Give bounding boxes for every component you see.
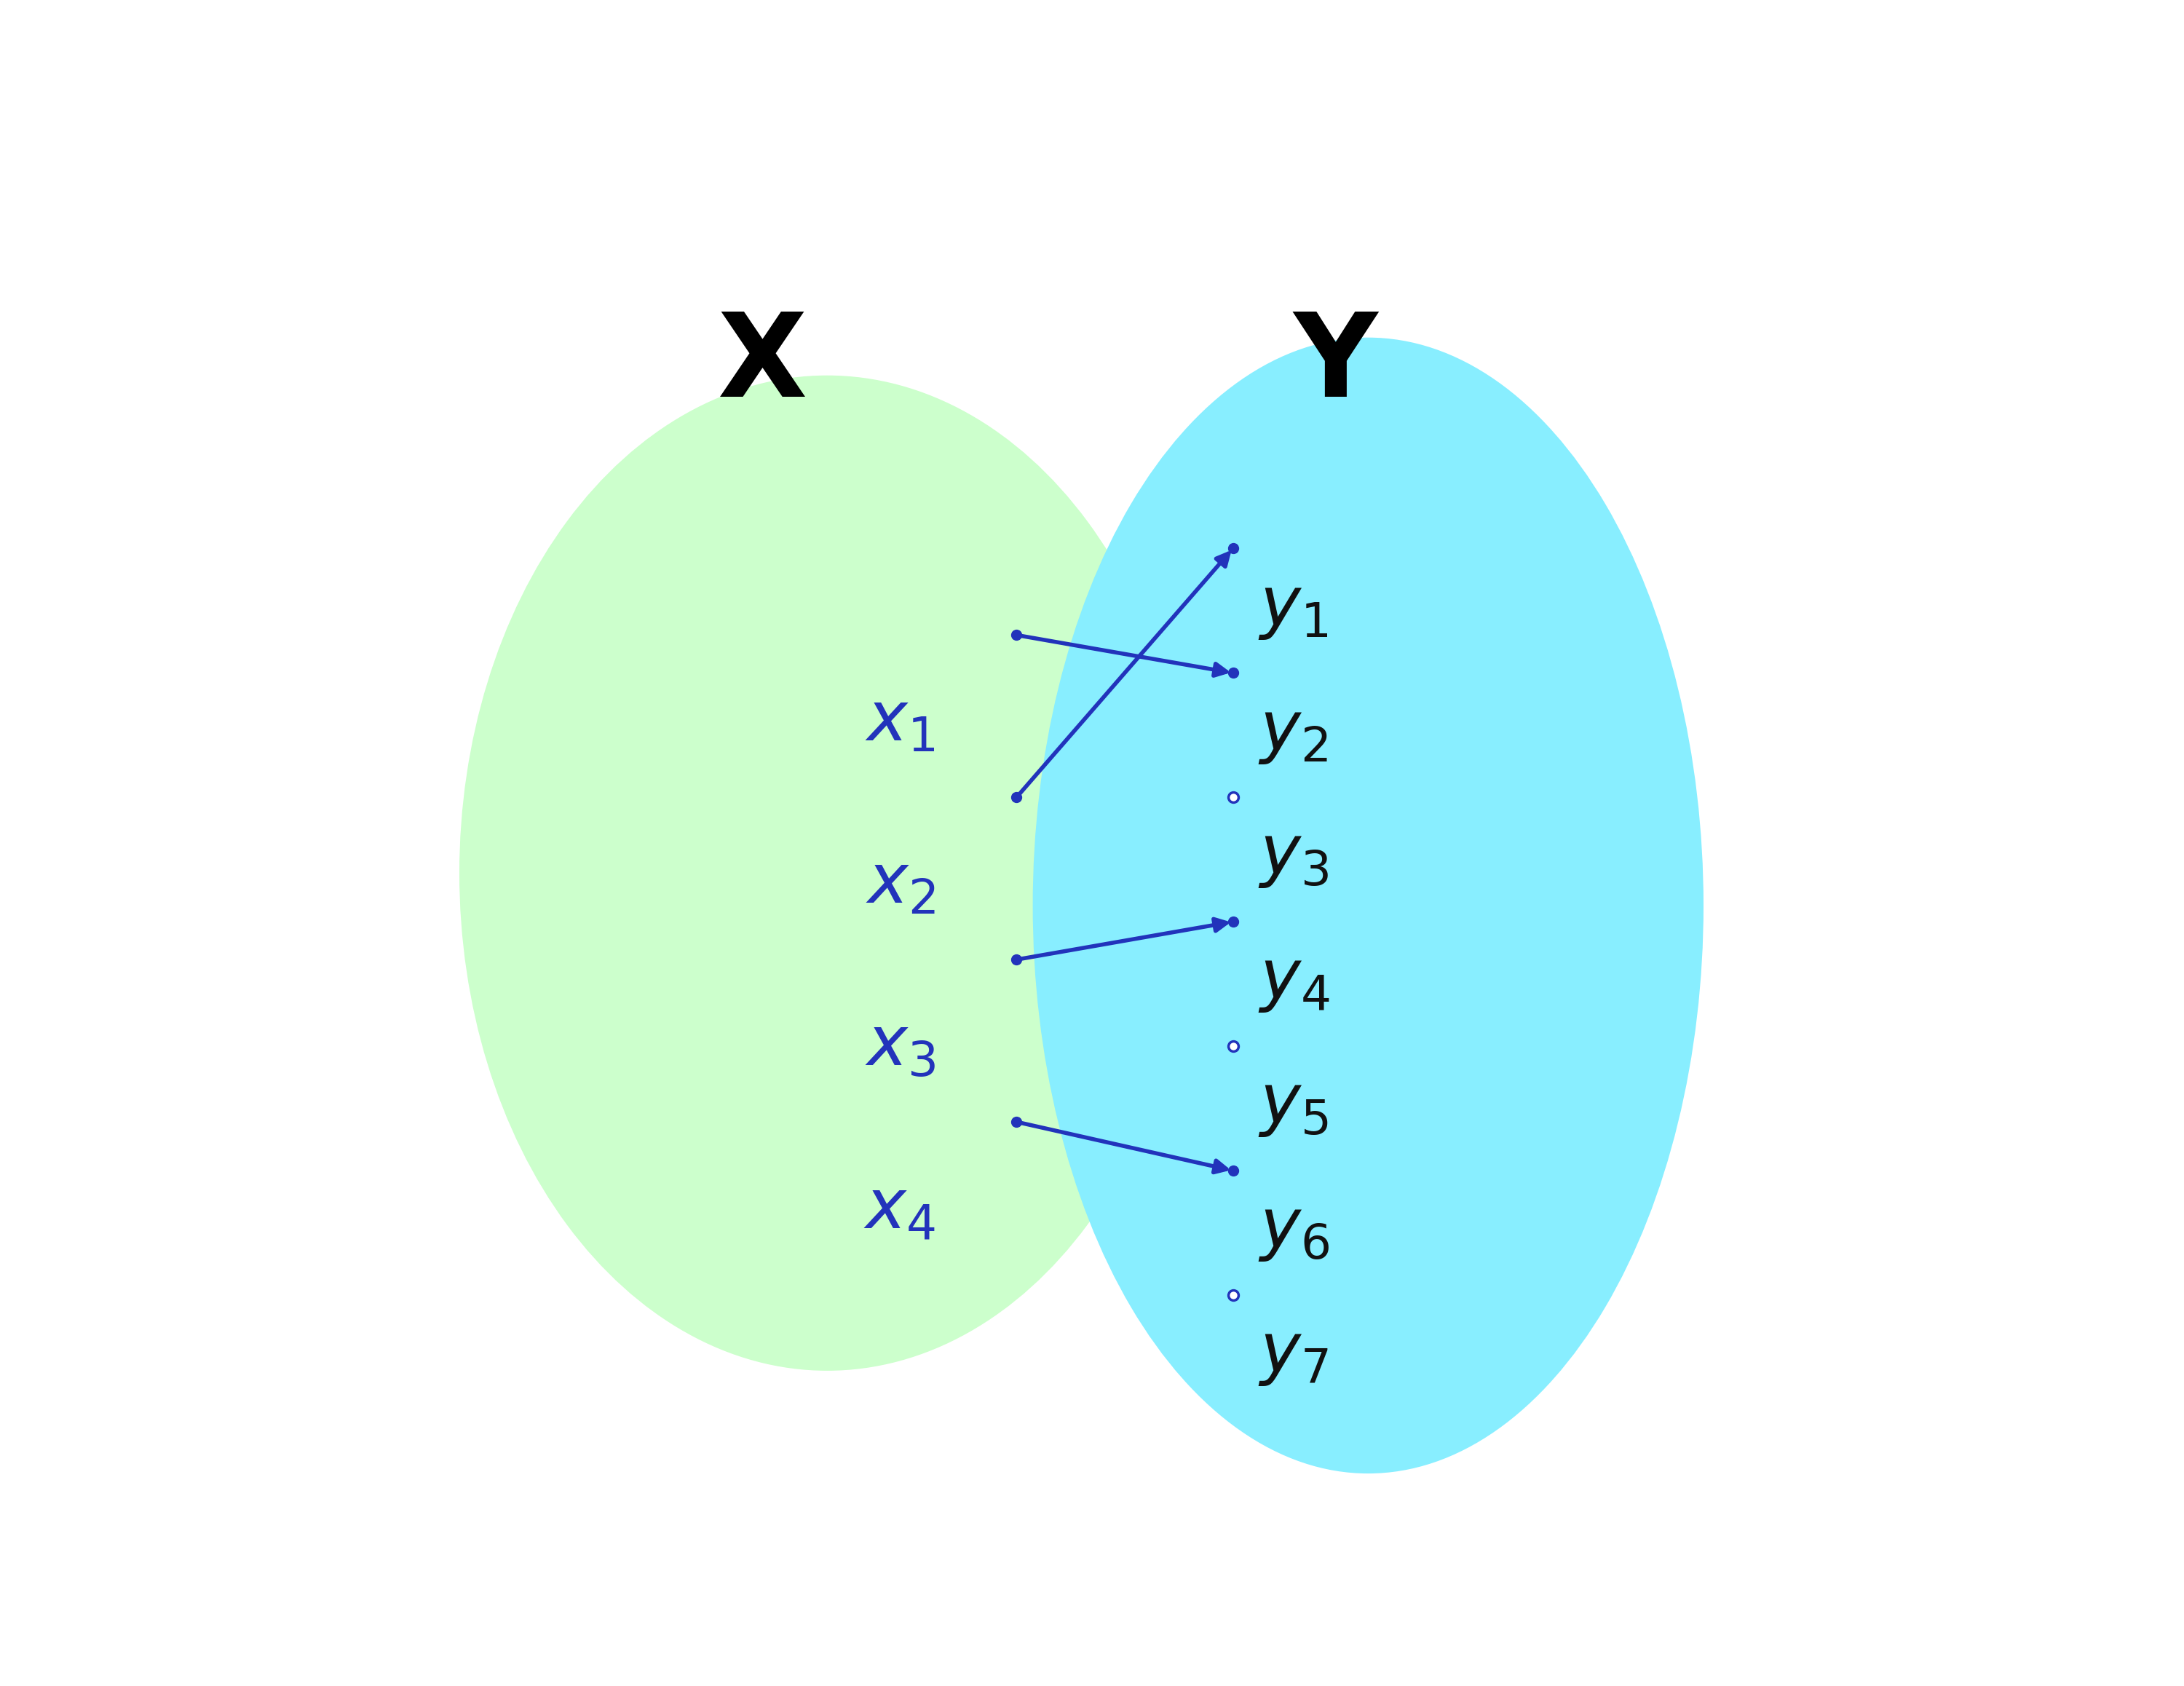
- Text: $x_3$: $x_3$: [865, 1013, 935, 1079]
- Ellipse shape: [459, 376, 1195, 1371]
- Text: $y_7$: $y_7$: [1258, 1322, 1328, 1388]
- Text: Y: Y: [1293, 309, 1378, 422]
- Text: $y_5$: $y_5$: [1258, 1074, 1328, 1138]
- Text: $y_3$: $y_3$: [1258, 824, 1328, 890]
- Text: $y_4$: $y_4$: [1258, 949, 1330, 1015]
- Text: $x_1$: $x_1$: [865, 690, 935, 755]
- Text: $y_1$: $y_1$: [1258, 575, 1328, 641]
- Text: $x_4$: $x_4$: [863, 1177, 935, 1241]
- Ellipse shape: [1033, 337, 1704, 1474]
- Text: $x_2$: $x_2$: [865, 851, 935, 917]
- Text: X: X: [719, 309, 808, 422]
- Text: $y_2$: $y_2$: [1258, 700, 1328, 765]
- Text: $y_6$: $y_6$: [1258, 1197, 1330, 1263]
